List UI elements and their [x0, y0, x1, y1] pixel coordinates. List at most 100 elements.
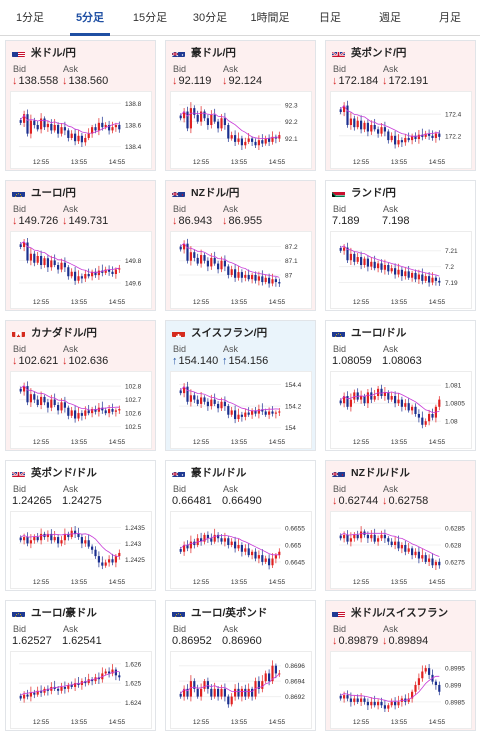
pair-name[interactable]: ユーロ/円: [31, 186, 76, 199]
bid-number: 1.24265: [12, 495, 52, 507]
candle-body: [237, 414, 240, 420]
candle-body: [380, 701, 383, 706]
pair-title[interactable]: ユーロ/円: [12, 185, 76, 199]
chart-area[interactable]: 7.21 7.2 7.19 12:55 13:55 14:55: [330, 231, 472, 309]
rate-card[interactable]: ユーロ/ドル Bid Ask 1.08059 1.08063 1.081 1.0805 1.0…: [325, 320, 476, 451]
rate-card[interactable]: ユーロ/円 Bid Ask ↓149.726 ↓149.731 149.8 149.6 12:…: [5, 180, 156, 311]
ca-flag: [12, 328, 25, 337]
chart-area[interactable]: 0.8995 0.899 0.8985 12:55 13:55 14:55: [330, 651, 472, 729]
candle-body: [23, 386, 26, 392]
chart-area[interactable]: 87.2 87.1 87 12:55 13:55 14:55: [170, 231, 312, 309]
candle-body: [206, 534, 209, 539]
bid-value: 7.189: [332, 215, 360, 227]
candle-body: [200, 538, 203, 542]
candle-body: [349, 698, 352, 702]
rate-card[interactable]: 米ドル/円 Bid Ask ↓138.558 ↓138.560 138.8 138.6 138…: [5, 40, 156, 171]
chart-area[interactable]: 1.2435 1.243 1.2425 12:55 13:55 14:55: [10, 511, 152, 589]
chart-area[interactable]: 172.4 172.2 12:55 13:55 14:55: [330, 91, 472, 169]
pair-title[interactable]: カナダドル/円: [12, 325, 97, 339]
pair-name[interactable]: 豪ドル/ドル: [191, 466, 247, 479]
ask-label: Ask: [63, 624, 79, 634]
tab-1[interactable]: 5分足: [60, 0, 120, 36]
pair-title[interactable]: 英ポンド/円: [332, 45, 406, 59]
pair-name[interactable]: 米ドル/円: [31, 46, 76, 59]
candle-body: [179, 549, 182, 552]
ask-value: 1.08063: [382, 355, 422, 367]
pair-name[interactable]: ユーロ/ドル: [351, 326, 407, 339]
candle-body: [189, 681, 192, 697]
candle-body: [240, 414, 243, 417]
pair-title[interactable]: 豪ドル/ドル: [172, 465, 246, 479]
tab-2[interactable]: 15分足: [132, 12, 168, 24]
candle-body: [234, 541, 237, 549]
chart-area[interactable]: 0.6655 0.665 0.6645 12:55 13:55 14:55: [170, 511, 312, 589]
candle-body: [254, 141, 257, 146]
pair-title[interactable]: スイスフラン/円: [172, 325, 267, 339]
tab-6[interactable]: 週足: [379, 12, 401, 24]
pair-title[interactable]: NZドル/ドル: [332, 465, 410, 479]
pair-title[interactable]: ユーロ/英ポンド: [172, 605, 267, 619]
arrow-up-icon: ↑: [222, 355, 228, 367]
pair-name[interactable]: ユーロ/英ポンド: [191, 606, 268, 619]
chart-area[interactable]: 1.626 1.625 1.624 12:55 13:55 14:55: [10, 651, 152, 729]
chart-area[interactable]: 0.8696 0.8694 0.8692 12:55 13:55 14:55: [170, 651, 312, 729]
x-tick-label: 14:55: [429, 719, 446, 726]
tab-0[interactable]: 1分足: [15, 12, 45, 24]
chart-area[interactable]: 102.8 102.7 102.6 102.5 12:55 13:55 14:55: [10, 371, 152, 449]
rate-card[interactable]: 豪ドル/ドル Bid Ask 0.66481 0.66490 0.6655 0.665 0.6…: [165, 460, 316, 591]
tab-3[interactable]: 30分足: [192, 12, 228, 24]
tab-5[interactable]: 日足: [319, 12, 341, 24]
rate-card[interactable]: NZドル/ドル Bid Ask ↓0.62744 ↓0.62758 0.6285 0.628…: [325, 460, 476, 591]
pair-title[interactable]: 英ポンド/ドル: [12, 465, 97, 479]
tab-7[interactable]: 月足: [439, 12, 461, 24]
pair-title[interactable]: 米ドル/円: [12, 45, 76, 59]
pair-title[interactable]: 米ドル/スイスフラン: [332, 605, 448, 619]
chart-area[interactable]: 92.3 92.2 92.1 12:55 13:55 14:55: [170, 91, 312, 169]
pair-name[interactable]: NZドル/ドル: [351, 466, 410, 479]
bid-label: Bid: [13, 204, 27, 214]
rate-card[interactable]: 豪ドル/円 Bid Ask ↓92.119 ↓92.124 92.3 92.2 92.1 12:…: [165, 40, 316, 171]
chart-area[interactable]: 154.4 154.2 154 12:55 13:55 14:55: [170, 371, 312, 449]
pair-name[interactable]: ランド/円: [351, 186, 396, 199]
chart-area[interactable]: 149.8 149.6 12:55 13:55 14:55: [10, 231, 152, 309]
pair-name[interactable]: スイスフラン/円: [191, 326, 268, 339]
rate-card[interactable]: 米ドル/スイスフラン Bid Ask ↓0.89879 ↓0.89894 0.8995 0.…: [325, 600, 476, 731]
rate-card[interactable]: カナダドル/円 Bid Ask ↓102.621 ↓102.636 102.8 102.7 1…: [5, 320, 156, 451]
pair-name[interactable]: ユーロ/豪ドル: [31, 606, 97, 619]
pair-name[interactable]: 米ドル/スイスフラン: [351, 606, 449, 619]
pair-title[interactable]: NZドル/円: [172, 185, 239, 199]
pair-title[interactable]: ユーロ/ドル: [332, 325, 406, 339]
chart-area[interactable]: 0.6285 0.628 0.6275 12:55 13:55 14:55: [330, 511, 472, 589]
chart-area[interactable]: 1.081 1.0805 1.08 12:55 13:55 14:55: [330, 371, 472, 449]
pair-title[interactable]: ランド/円: [332, 185, 396, 199]
rate-card[interactable]: ユーロ/豪ドル Bid Ask 1.62527 1.62541 1.626 1.625 1.6…: [5, 600, 156, 731]
pair-name[interactable]: 豪ドル/円: [191, 46, 236, 59]
candlestick-chart: 149.8 149.6 12:55 13:55 14:55: [19, 238, 142, 306]
rate-card[interactable]: スイスフラン/円 Bid Ask ↑154.140 ↑154.156 154.4 154.2…: [165, 320, 316, 451]
chart-area[interactable]: 138.8 138.6 138.4 12:55 13:55 14:55: [10, 91, 152, 169]
candle-body: [118, 409, 121, 411]
candle-body: [237, 545, 240, 549]
rate-card[interactable]: 英ポンド/円 Bid Ask ↓172.184 ↓172.191 172.4 172.2 12…: [325, 40, 476, 171]
pair-name[interactable]: カナダドル/円: [31, 326, 97, 339]
bid-label: Bid: [333, 204, 347, 214]
pair-title[interactable]: ユーロ/豪ドル: [12, 605, 97, 619]
candle-body: [196, 688, 199, 697]
candle-body: [104, 671, 107, 674]
candle-body: [274, 665, 277, 674]
rate-card[interactable]: 英ポンド/ドル Bid Ask 1.24265 1.24275 1.2435 1.243 1.…: [5, 460, 156, 591]
pair-title[interactable]: 豪ドル/円: [172, 45, 236, 59]
bid-value: ↓0.62744: [332, 495, 378, 507]
rate-card[interactable]: ランド/円 Bid Ask 7.189 7.198 7.21 7.2 7.19 12:55 13:…: [325, 180, 476, 311]
tab-4[interactable]: 1時間足: [250, 12, 290, 24]
pair-name[interactable]: 英ポンド/ドル: [31, 466, 97, 479]
y-tick-label: 1.0805: [445, 401, 465, 408]
pair-name[interactable]: 英ポンド/円: [351, 46, 407, 59]
candle-body: [63, 533, 66, 541]
candle-body: [29, 394, 32, 403]
candle-body: [223, 401, 226, 407]
pair-name[interactable]: NZドル/円: [191, 186, 240, 199]
rate-card[interactable]: NZドル/円 Bid Ask ↓86.943 ↓86.955 87.2 87.1 87 12:5…: [165, 180, 316, 311]
candle-body: [183, 243, 186, 250]
rate-card[interactable]: ユーロ/英ポンド Bid Ask 0.86952 0.86960 0.8696 0.8694…: [165, 600, 316, 731]
